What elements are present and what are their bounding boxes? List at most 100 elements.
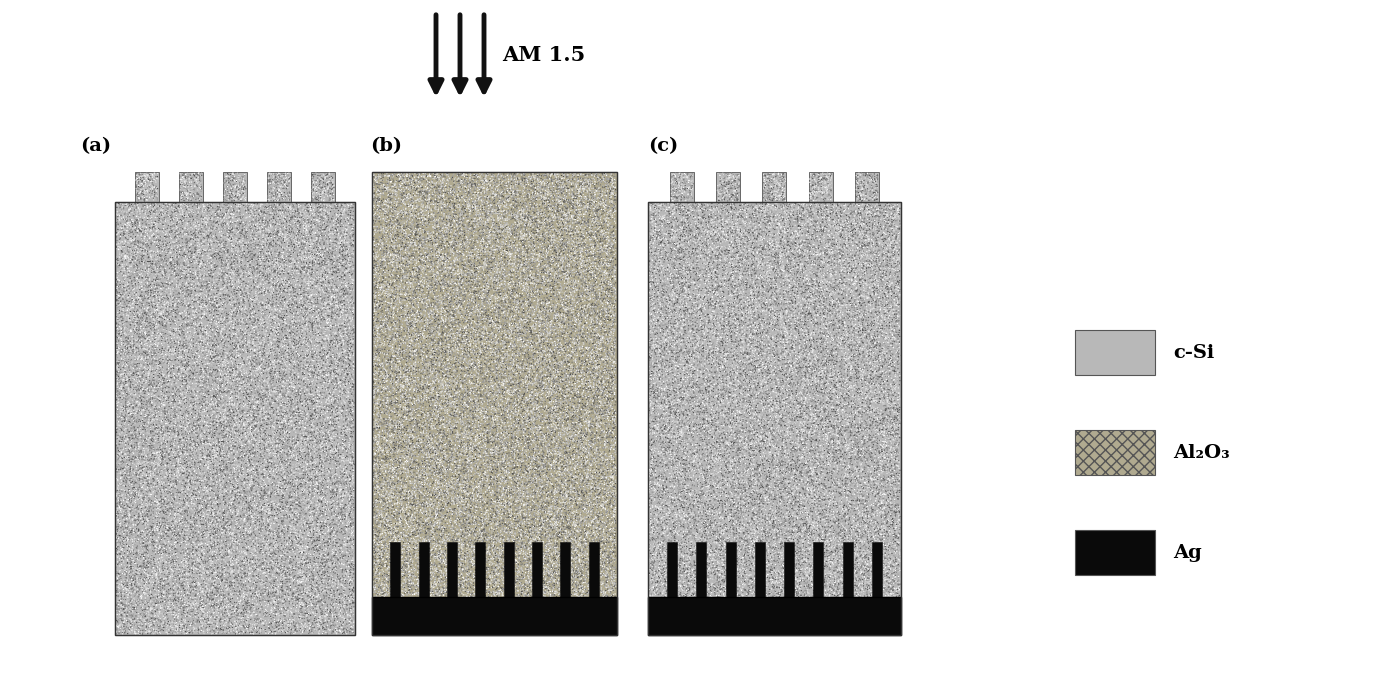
Point [271, 325, 293, 336]
Point [829, 269, 851, 280]
Point [665, 253, 687, 264]
Point [571, 488, 593, 499]
Point [224, 385, 246, 396]
Point [861, 399, 883, 410]
Point [236, 454, 258, 465]
Point [651, 460, 673, 471]
Point [808, 436, 831, 447]
Point [489, 316, 511, 327]
Point [238, 391, 260, 402]
Point [196, 347, 218, 358]
Point [821, 431, 843, 442]
Point [554, 338, 576, 349]
Point [276, 521, 299, 532]
Point [531, 426, 553, 437]
Point [134, 603, 156, 614]
Point [192, 270, 214, 281]
Point [500, 293, 522, 304]
Point [448, 544, 470, 555]
Point [815, 438, 837, 449]
Point [210, 507, 232, 518]
Point [229, 408, 252, 419]
Point [112, 225, 134, 236]
Point [322, 203, 344, 214]
Point [439, 310, 462, 321]
Point [224, 527, 246, 538]
Point [181, 425, 203, 436]
Point [253, 547, 275, 558]
Point [560, 431, 582, 442]
Point [726, 443, 748, 454]
Point [662, 190, 684, 201]
Point [441, 425, 463, 436]
Point [813, 299, 835, 310]
Point [188, 264, 210, 275]
Point [162, 359, 184, 370]
Point [824, 409, 846, 420]
Point [137, 475, 159, 486]
Point [665, 190, 687, 201]
Point [564, 356, 586, 366]
Point [579, 236, 601, 247]
Point [300, 335, 322, 346]
Point [879, 280, 901, 291]
Point [441, 447, 463, 458]
Point [492, 439, 514, 450]
Point [561, 233, 583, 244]
Point [149, 278, 171, 289]
Point [198, 225, 220, 236]
Point [527, 620, 549, 631]
Point [835, 277, 857, 288]
Point [417, 448, 439, 459]
Point [264, 214, 286, 225]
Point [670, 335, 692, 346]
Point [687, 340, 709, 351]
Point [445, 317, 467, 328]
Point [397, 443, 419, 454]
Point [835, 576, 857, 587]
Point [546, 247, 568, 258]
Point [775, 297, 797, 308]
Point [507, 610, 529, 621]
Point [427, 445, 449, 456]
Point [690, 419, 712, 429]
Point [279, 461, 301, 472]
Point [441, 439, 463, 450]
Point [434, 440, 456, 451]
Point [641, 216, 663, 227]
Point [238, 503, 260, 514]
Point [281, 552, 303, 563]
Point [140, 323, 162, 334]
Point [844, 431, 867, 442]
Point [473, 316, 495, 327]
Point [829, 528, 851, 539]
Point [274, 373, 296, 384]
Point [445, 393, 467, 403]
Point [275, 574, 297, 585]
Point [683, 440, 705, 451]
Point [814, 535, 836, 546]
Point [238, 479, 260, 490]
Point [828, 226, 850, 237]
Point [257, 599, 279, 610]
Point [182, 481, 205, 492]
Point [531, 427, 553, 438]
Point [383, 334, 405, 345]
Point [540, 388, 562, 399]
Point [321, 462, 343, 473]
Point [865, 594, 887, 605]
Point [824, 495, 846, 506]
Point [796, 269, 818, 279]
Point [434, 627, 456, 638]
Point [815, 232, 837, 243]
Point [174, 265, 196, 276]
Point [254, 582, 276, 593]
Point [434, 277, 456, 288]
Point [402, 214, 424, 225]
Point [388, 255, 410, 266]
Point [467, 553, 489, 564]
Point [236, 249, 258, 260]
Point [467, 192, 489, 203]
Point [495, 288, 517, 299]
Point [784, 307, 806, 318]
